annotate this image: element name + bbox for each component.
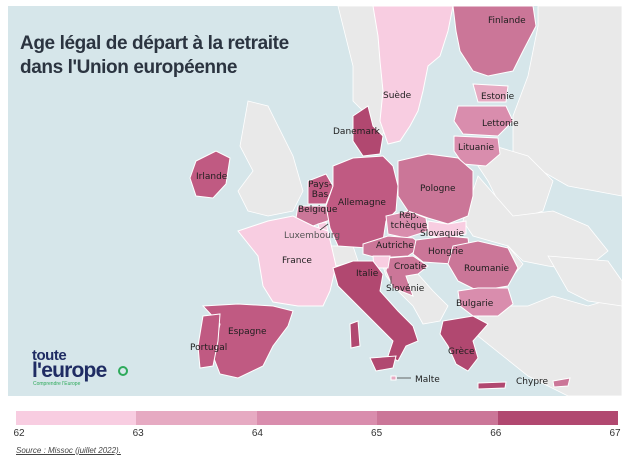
europe-map (189, 6, 622, 396)
danemark-shape[interactable] (352, 105, 384, 157)
legend-tick-label: 63 (132, 428, 144, 439)
map-area: Age légal de départ à la retraite dans l… (8, 6, 622, 396)
label-estonie: Estonie (481, 92, 515, 102)
lettonie-shape[interactable] (453, 105, 514, 137)
toute-leurope-logo: toute l'europe Comprendre l'Europe (32, 348, 132, 388)
label-belgique: Belgique (298, 205, 338, 215)
label-pologne: Pologne (420, 184, 456, 194)
label-lituanie: Lituanie (458, 143, 495, 153)
pologne-shape[interactable] (397, 153, 474, 225)
label-danemark: Danemark (333, 127, 380, 137)
logo-line-1: toute (32, 347, 67, 364)
label-pays-bas: Pays- Bas (308, 180, 332, 200)
label-bulgarie: Bulgarie (456, 299, 494, 309)
legend-tick-label: 66 (490, 428, 502, 439)
allemagne-shape[interactable] (325, 155, 399, 249)
grece-shape[interactable] (439, 315, 489, 372)
logo-circle-icon (118, 366, 128, 376)
lituanie-shape[interactable] (453, 135, 501, 167)
eu-countries (189, 6, 571, 390)
label-espagne: Espagne (228, 327, 267, 337)
label-chypre: Chypre (516, 377, 549, 387)
suede-shape[interactable] (372, 6, 454, 145)
legend-tick-label: 62 (13, 428, 25, 439)
finlande-shape[interactable] (452, 6, 537, 77)
chypre-shape[interactable] (552, 377, 571, 388)
label-finlande: Finlande (488, 16, 526, 26)
label-portugal: Portugal (190, 343, 228, 353)
legend-tick-label: 67 (609, 428, 621, 439)
label-grece: Grèce (448, 347, 475, 357)
croatie-shape[interactable] (385, 255, 429, 297)
leader-lines (319, 223, 411, 379)
roumanie-shape[interactable] (447, 240, 519, 292)
legend-tick-label: 64 (251, 428, 263, 439)
label-suede: Suède (383, 91, 412, 101)
legend-segment (16, 411, 137, 425)
label-malte: Malte (415, 375, 440, 385)
logo-tagline: Comprendre l'Europe (33, 381, 81, 387)
malte-shape[interactable] (390, 375, 397, 381)
label-roumanie: Roumanie (464, 264, 510, 274)
irlande-shape[interactable] (189, 150, 231, 199)
title-line-2: dans l'Union européenne (20, 57, 238, 78)
label-croatie: Croatie (394, 262, 427, 272)
label-hongrie: Hongrie (428, 247, 464, 257)
label-france: France (282, 256, 312, 266)
label-italie: Italie (356, 269, 379, 279)
legend-tick-label: 65 (371, 428, 383, 439)
logo-line-2: l'europe (32, 359, 107, 382)
black-sea-coast-shape (547, 255, 622, 307)
label-luxembourg: Luxembourg (284, 231, 341, 241)
sicile-shape[interactable] (369, 355, 397, 372)
crete-shape[interactable] (477, 381, 507, 390)
label-autriche: Autriche (376, 241, 414, 251)
color-legend (16, 411, 619, 425)
source-note: Source : Missoc (juillet 2022). (16, 446, 121, 455)
legend-segment (377, 411, 498, 425)
bulgarie-shape[interactable] (457, 287, 514, 317)
sardaigne-shape[interactable] (349, 320, 361, 349)
france-shape[interactable] (237, 215, 337, 307)
label-lettonie: Lettonie (482, 119, 519, 129)
italie-shape[interactable] (332, 260, 419, 362)
label-irlande: Irlande (196, 172, 228, 182)
luxembourg-leader (319, 223, 329, 231)
label-slovenie: Slovénie (386, 284, 425, 294)
legend-ticks: 62 63 64 65 66 67 (13, 428, 621, 440)
slovaquie-shape[interactable] (427, 220, 467, 239)
chart-title: Age légal de départ à la retraite dans l… (20, 32, 320, 80)
portugal-shape[interactable] (197, 313, 221, 369)
label-rep-tcheque: Rép. tchèque (390, 211, 428, 231)
estonie-shape[interactable] (472, 83, 509, 103)
legend-segment (136, 411, 257, 425)
legend-segment (497, 411, 619, 425)
label-slovaquie: Slovaquie (420, 229, 465, 239)
title-line-1: Age légal de départ à la retraite (20, 33, 289, 54)
label-allemagne: Allemagne (338, 198, 386, 208)
legend-segment (256, 411, 378, 425)
great-britain-shape (237, 100, 304, 217)
